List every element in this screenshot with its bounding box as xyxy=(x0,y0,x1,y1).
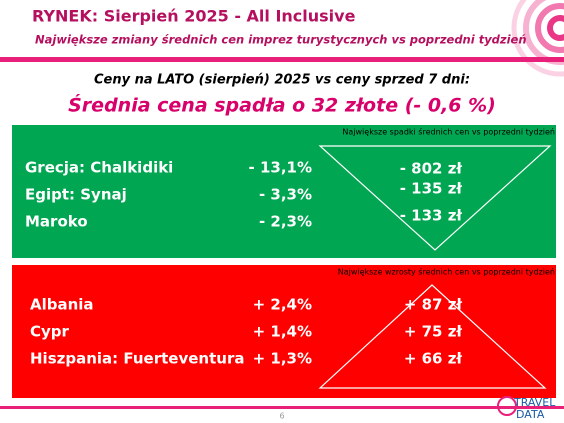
triangle xyxy=(318,284,547,389)
price-change: - 135 zł xyxy=(400,180,463,198)
logo-text: TRAVEL xyxy=(513,396,556,409)
destination: Albania xyxy=(30,296,94,314)
decreases-caption: Największe spadki średnich cen vs poprze… xyxy=(342,127,555,137)
percent-change: + 2,4% xyxy=(253,296,312,314)
price-change: + 75 zł xyxy=(404,323,463,341)
destination: Cypr xyxy=(30,323,70,341)
title: RYNEK: Sierpień 2025 - All Inclusive xyxy=(32,7,356,26)
page-number: 6 xyxy=(279,412,284,421)
summary-headline: Średnia cena spadła o 32 złote (- 0,6 %) xyxy=(68,93,496,117)
percent-change: - 13,1% xyxy=(249,159,313,177)
price-change: - 802 zł xyxy=(400,160,463,178)
decreases-box xyxy=(12,125,556,258)
percent-change: + 1,3% xyxy=(253,350,312,368)
price-change: + 66 zł xyxy=(404,350,463,368)
destination: Hiszpania: Fuerteventura xyxy=(30,350,244,368)
logo-text: DATA xyxy=(516,408,545,421)
price-change: + 87 zł xyxy=(404,296,463,314)
increases-box xyxy=(12,265,556,398)
header-rule xyxy=(0,57,564,62)
percent-change: - 2,3% xyxy=(259,213,312,231)
price-change: - 133 zł xyxy=(400,207,463,225)
percent-change: + 1,4% xyxy=(253,323,312,341)
destination: Grecja: Chalkidiki xyxy=(25,159,173,177)
increases-caption: Największe wzrosty średnich cen vs poprz… xyxy=(338,267,555,277)
percent-change: - 3,3% xyxy=(259,186,312,204)
logo-mark xyxy=(497,396,517,416)
summary-caption: Ceny na LATO (sierpień) 2025 vs ceny spr… xyxy=(94,73,470,88)
subtitle: Największe zmiany średnich cen imprez tu… xyxy=(35,33,527,47)
footer-rule xyxy=(0,406,564,409)
destination: Egipt: Synaj xyxy=(25,186,127,204)
triangle xyxy=(318,145,552,251)
destination: Maroko xyxy=(25,213,88,231)
